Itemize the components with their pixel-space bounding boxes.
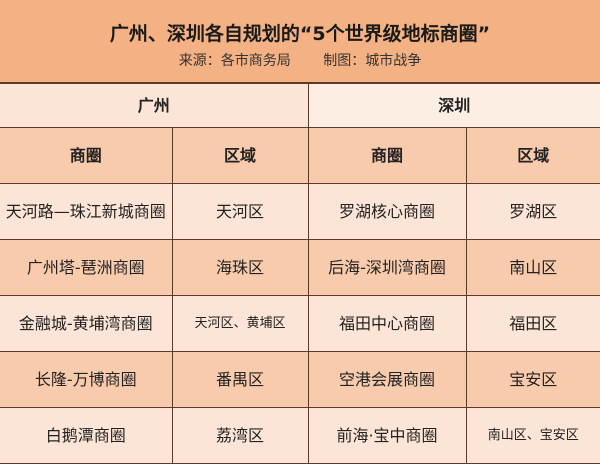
district-cell: 海珠区 [171,239,309,296]
district-cell: 天河区 [171,183,309,240]
business-district-cell: 白鹅潭商圈 [0,407,173,464]
district-cell: 天河区、黄埔区 [171,295,309,352]
page-title: 广州、深圳各自规划的“5个世界级地标商圈” [109,23,491,45]
table-row: 白鹅潭商圈 荔湾区 前海·宝中商圈 南山区、宝安区 [0,407,600,464]
district-cell: 南山区 [465,239,600,296]
made-by-label: 制图：城市战争 [323,53,422,69]
business-district-cell: 天河路—珠江新城商圈 [0,183,173,240]
column-header: 区域 [171,127,309,184]
district-cell: 南山区、宝安区 [465,407,600,464]
district-cell: 罗湖区 [465,183,600,240]
subtitle: 来源：各市商务局 制图：城市战争 [0,50,600,70]
city-shenzhen: 深圳 [307,83,600,128]
business-district-cell: 后海-深圳湾商圈 [307,239,467,296]
business-district-cell: 罗湖核心商圈 [307,183,467,240]
business-district-cell: 长隆-万博商圈 [0,351,173,408]
city-guangzhou: 广州 [0,83,309,128]
district-cell: 荔湾区 [171,407,309,464]
landmark-business-district-table: 广州 深圳 商圈 区域 商圈 区域 天河路—珠江新城商圈 天河区 罗湖核心商圈 罗湖区… [0,83,600,464]
title-banner: 广州、深圳各自规划的“5个世界级地标商圈” 来源：各市商务局 制图：城市战争 [0,0,600,83]
business-district-cell: 前海·宝中商圈 [307,407,467,464]
column-header: 商圈 [0,127,173,184]
business-district-cell: 福田中心商圈 [307,295,467,352]
district-cell: 番禺区 [171,351,309,408]
column-header: 区域 [465,127,600,184]
table-row: 长隆-万博商圈 番禺区 空港会展商圈 宝安区 [0,351,600,408]
table-row: 天河路—珠江新城商圈 天河区 罗湖核心商圈 罗湖区 [0,183,600,240]
source-label: 来源：各市商务局 [178,53,291,69]
business-district-cell: 金融城-黄埔湾商圈 [0,295,173,352]
business-district-cell: 空港会展商圈 [307,351,467,408]
table-row: 金融城-黄埔湾商圈 天河区、黄埔区 福田中心商圈 福田区 [0,295,600,352]
table-row: 广州塔-琶洲商圈 海珠区 后海-深圳湾商圈 南山区 [0,239,600,296]
column-header-row: 商圈 区域 商圈 区域 [0,127,600,184]
business-district-cell: 广州塔-琶洲商圈 [0,239,173,296]
column-header: 商圈 [307,127,467,184]
district-cell: 宝安区 [465,351,600,408]
city-header-row: 广州 深圳 [0,83,600,128]
district-cell: 福田区 [465,295,600,352]
